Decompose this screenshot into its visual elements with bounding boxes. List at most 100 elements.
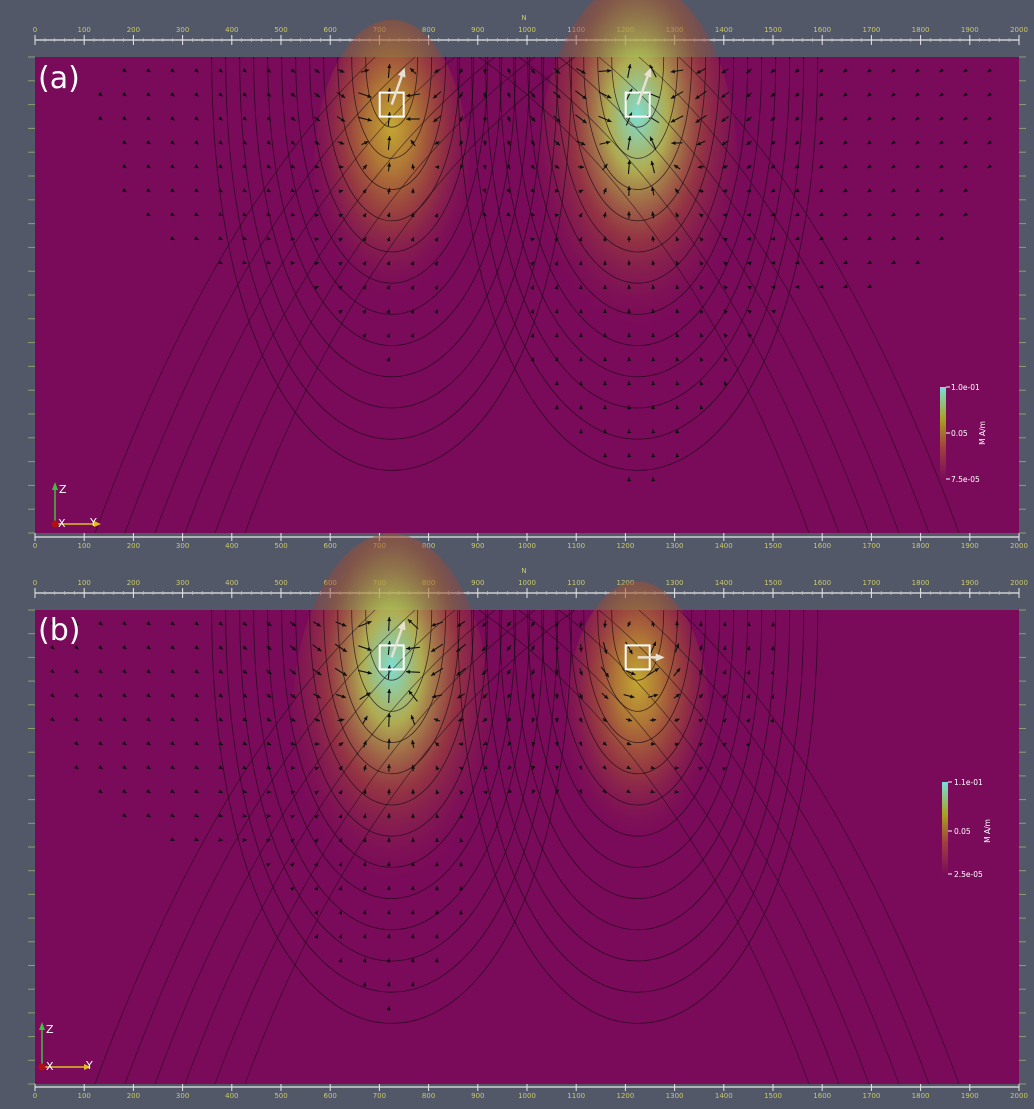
contour-line [295,56,489,284]
field-arrowhead [410,837,415,842]
field-arrowhead [530,212,535,217]
field-arrowhead [721,69,727,74]
field-arrowhead [314,261,319,266]
field-arrowhead [431,671,436,676]
field-arrowhead [843,68,848,73]
field-arrowhead [843,164,848,169]
field-arrowhead [170,236,175,240]
colorbar-max-label: 1.0e-01 [951,383,980,392]
contour-line [478,56,810,534]
field-arrowhead [459,814,464,819]
field-arrowhead [386,861,391,867]
field-arrowhead [170,164,175,169]
field-arrowhead [675,405,680,410]
field-arrowhead [342,671,347,676]
field-arrowhead [867,188,872,193]
field-arrowhead [74,645,79,650]
field-arrowhead [795,164,800,169]
field-arrowhead [795,236,800,241]
x-tick-label-bottom: 200 [127,1092,140,1100]
field-arrowhead [194,68,199,73]
field-arrowhead [242,765,247,770]
field-arrowhead [795,212,800,216]
field-arrowhead [146,621,151,626]
field-arrowhead [556,118,561,123]
field-arrowhead [98,717,103,722]
field-arrowhead [435,838,440,843]
x-tick-label-bottom: 100 [78,542,91,550]
contour-line [638,609,930,1085]
field-arrowhead [867,92,872,97]
field-arrowhead [338,742,344,747]
field-arrowhead [722,694,727,699]
field-arrowhead [554,405,559,410]
field-arrowhead [291,765,296,770]
contour-line [253,609,531,931]
field-arrowhead [602,212,607,217]
x-tick-label-top: 1500 [764,579,782,587]
field-arrowhead [338,934,343,939]
field-arrowhead [170,140,175,145]
field-arrowhead [434,140,439,145]
field-arrowhead [97,789,103,794]
source-boxes [378,67,652,118]
field-arrowhead [337,309,343,314]
x-tick-label-top: 1900 [961,579,979,587]
field-arrowhead [867,164,872,169]
field-arrowhead [242,164,247,169]
field-arrowhead [723,333,728,338]
field-arrowhead [365,692,371,697]
field-arrowhead [482,164,487,170]
field-arrowhead [362,237,367,242]
field-arrowhead [746,164,752,169]
field-arrowhead [603,453,608,458]
field-arrowhead [170,693,175,698]
field-arrowhead [170,645,175,650]
field-arrowhead [242,669,248,674]
field-arrowhead [387,689,392,694]
field-arrowhead [266,814,271,819]
field-arrowhead [364,69,369,73]
field-arrowhead [459,117,464,122]
field-arrowhead [747,237,752,242]
field-arrowhead [891,212,896,217]
field-arrowhead [670,118,676,123]
field-arrowhead [266,838,271,843]
field-arrowhead [338,838,343,843]
field-arrowhead [362,958,367,963]
anomaly-blob [313,19,470,323]
field-arrowhead [266,164,271,169]
contour-line [184,56,496,534]
field-arrowhead [266,693,272,698]
field-arrowhead [671,141,676,146]
field-arrowhead [843,260,848,264]
field-arrowhead [146,645,151,650]
field-arrowhead [891,68,896,73]
field-arrowhead [843,140,848,145]
field-arrowhead [481,646,487,651]
field-arrowhead [582,119,587,124]
field-arrowhead [290,68,296,73]
field-arrowhead [532,789,536,794]
field-arrowhead [483,741,488,746]
field-arrowhead [530,188,535,193]
field-arrowhead [410,237,415,242]
field-arrowhead [939,92,944,97]
field-arrowhead [433,94,438,99]
field-arrowhead [747,310,752,314]
field-arrowhead [218,669,223,674]
x-tick-label-bottom: 1600 [813,542,831,550]
field-arrowhead [582,95,587,100]
field-arrowhead [98,669,103,674]
field-arrowhead [603,308,608,313]
field-arrowhead [97,92,103,97]
field-arrowhead [507,694,512,699]
field-arrowhead [602,284,607,289]
field-arrowhead [915,236,920,240]
field-arrowhead [963,68,968,73]
colorbar-mid-label: 0.05 [954,827,971,836]
field-arrowhead [771,236,776,241]
contour-line [518,609,840,1085]
field-arrowhead [170,717,175,722]
field-arrowhead [194,693,199,698]
